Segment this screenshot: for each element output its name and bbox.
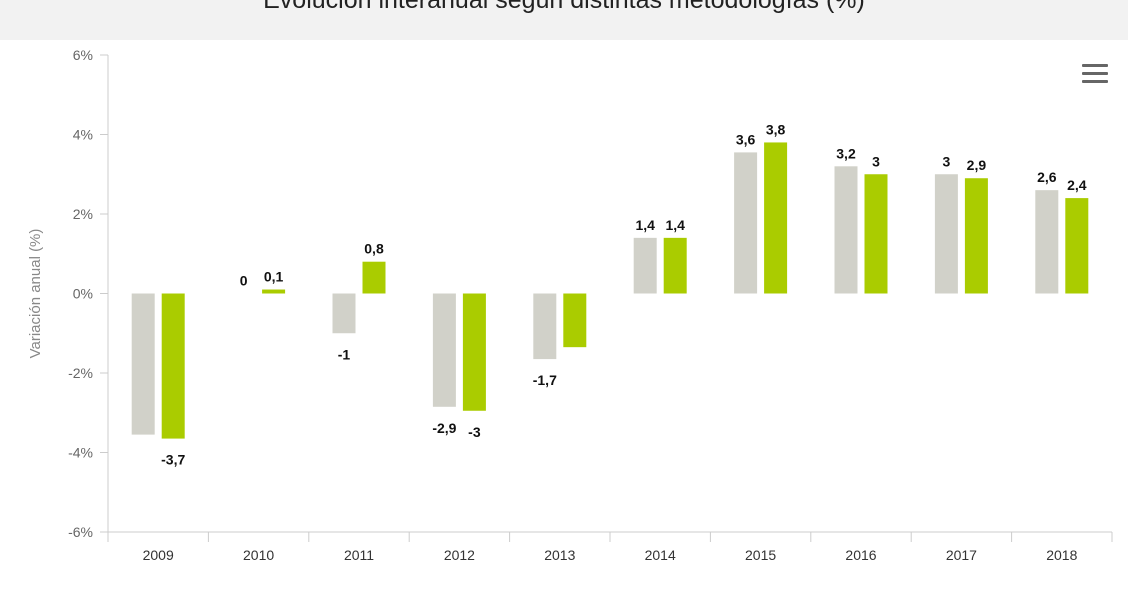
data-label-series-2: 0,8 (364, 241, 384, 257)
data-label-series-2: 3,8 (766, 121, 786, 137)
data-label-series-1: 0 (240, 273, 248, 289)
bar-series-1 (633, 237, 657, 294)
y-tick-label: 0% (73, 286, 93, 302)
bar-series-1 (131, 293, 155, 435)
data-label-series-1: -1,7 (533, 372, 557, 388)
data-label-series-2: 2,4 (1067, 177, 1087, 193)
data-label-series-2: 1,4 (665, 217, 685, 233)
bar-series-1 (734, 152, 758, 294)
bar-series-1 (332, 293, 356, 334)
data-label-series-2: -3 (468, 424, 481, 440)
bar-series-1 (934, 174, 958, 294)
bar-series-2 (864, 174, 888, 294)
bar-series-1 (432, 293, 456, 407)
data-label-series-1: 2,6 (1037, 169, 1057, 185)
data-label-series-1: 1,4 (635, 217, 655, 233)
data-label-series-1: 3 (943, 153, 951, 169)
data-label-series-2: 3 (872, 153, 880, 169)
x-tick-label: 2009 (143, 547, 174, 563)
y-tick-label: -6% (68, 524, 93, 540)
data-label-series-2: 2,9 (967, 157, 987, 173)
x-tick-label: 2011 (344, 547, 374, 563)
hamburger-menu-icon[interactable] (1082, 64, 1108, 84)
y-tick-label: -2% (68, 365, 93, 381)
x-tick-label: 2016 (845, 547, 876, 563)
x-tick-label: 2014 (645, 547, 676, 563)
x-tick-label: 2018 (1046, 547, 1077, 563)
data-label-series-2: -3,7 (161, 452, 185, 468)
data-label-series-1: -1 (338, 346, 351, 362)
bar-series-2 (262, 289, 286, 294)
y-tick-label: 6% (73, 47, 93, 63)
bar-series-2 (663, 237, 687, 294)
bar-series-2 (563, 293, 587, 348)
data-label-series-1: 3,6 (736, 131, 756, 147)
data-label-series-1: 3,2 (836, 145, 856, 161)
bar-series-2 (1065, 198, 1089, 294)
y-tick-label: 4% (73, 127, 93, 143)
data-label-series-2: 0,1 (264, 269, 284, 285)
bar-series-1 (533, 293, 557, 360)
y-tick-label: -4% (68, 445, 93, 461)
data-label-series-1: -2,9 (432, 420, 456, 436)
bar-series-2 (462, 293, 486, 411)
y-tick-label: 2% (73, 206, 93, 222)
bar-series-1 (834, 166, 858, 294)
bar-series-1 (1035, 190, 1059, 294)
bar-series-2 (964, 178, 988, 294)
bar-series-2 (764, 142, 788, 294)
bar-series-2 (362, 261, 386, 294)
x-tick-label: 2015 (745, 547, 776, 563)
y-axis-title: Variación anual (%) (27, 229, 44, 359)
x-tick-label: 2010 (243, 547, 274, 563)
chart-title-bar: Evolución interanual según distintas met… (0, 0, 1128, 40)
x-tick-label: 2012 (444, 547, 475, 563)
chart-title: Evolución interanual según distintas met… (263, 0, 865, 14)
x-tick-label: 2013 (544, 547, 575, 563)
x-tick-label: 2017 (946, 547, 977, 563)
bar-series-2 (161, 293, 185, 439)
